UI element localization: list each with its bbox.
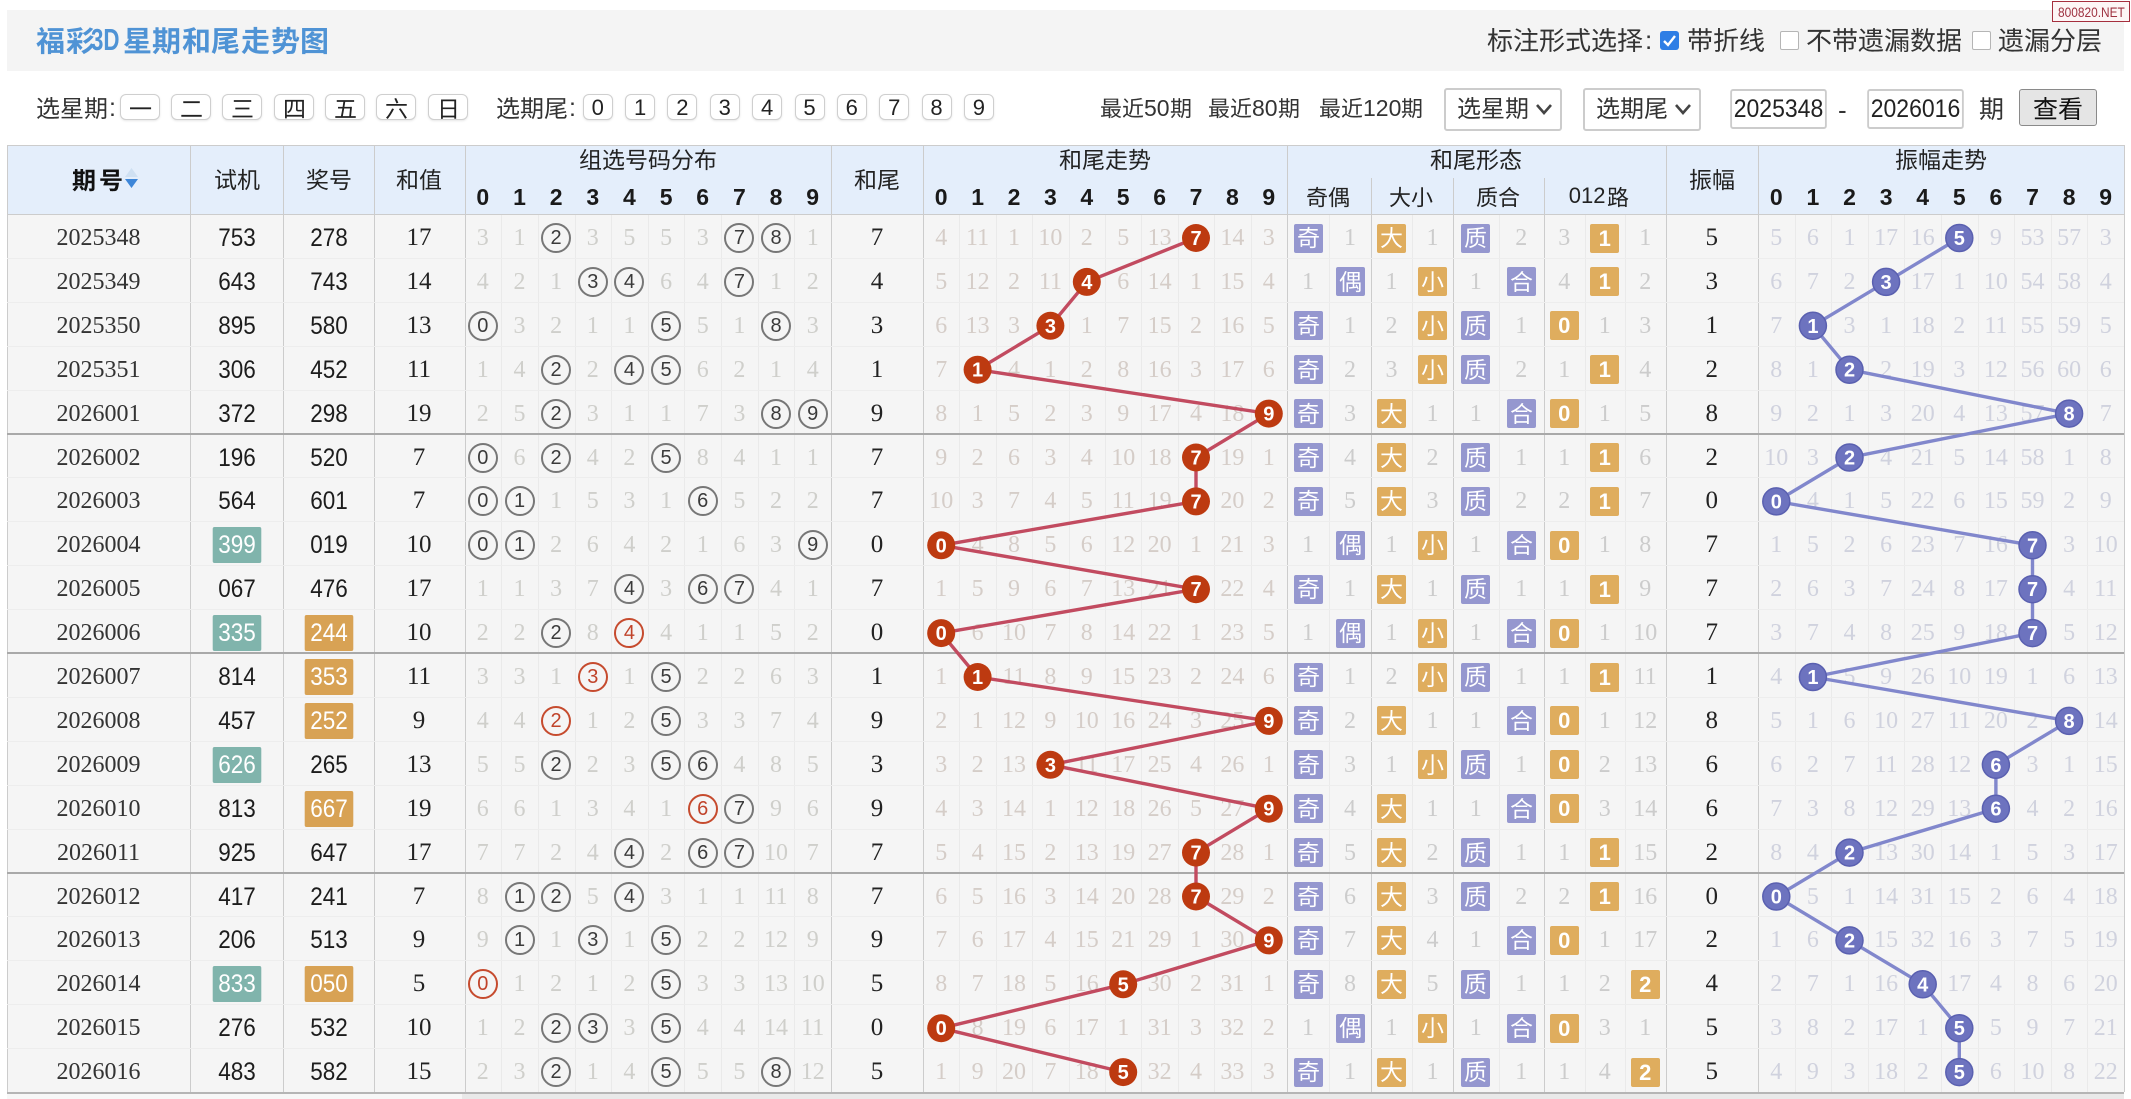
svg-text:6: 6 xyxy=(1990,755,2001,777)
svg-text:2: 2 xyxy=(1844,930,1855,952)
svg-text:7: 7 xyxy=(2027,535,2038,557)
svg-text:9: 9 xyxy=(1263,404,1274,426)
svg-text:3: 3 xyxy=(1045,316,1056,338)
svg-text:4: 4 xyxy=(1081,272,1093,294)
svg-text:5: 5 xyxy=(1954,1018,1965,1040)
svg-text:1: 1 xyxy=(1807,316,1818,338)
svg-text:8: 8 xyxy=(2064,711,2075,733)
svg-text:9: 9 xyxy=(1263,799,1274,821)
svg-text:1: 1 xyxy=(1807,667,1818,689)
svg-text:9: 9 xyxy=(1263,930,1274,952)
svg-text:5: 5 xyxy=(1118,974,1129,996)
svg-text:3: 3 xyxy=(1881,272,1892,294)
svg-text:3: 3 xyxy=(1045,755,1056,777)
svg-text:7: 7 xyxy=(2027,579,2038,601)
svg-text:7: 7 xyxy=(1190,887,1201,909)
svg-text:4: 4 xyxy=(1917,974,1929,996)
svg-text:2: 2 xyxy=(1844,360,1855,382)
svg-text:2: 2 xyxy=(1844,843,1855,865)
svg-text:0: 0 xyxy=(936,1018,947,1040)
svg-text:5: 5 xyxy=(1954,1062,1965,1084)
svg-text:9: 9 xyxy=(1263,711,1274,733)
svg-text:7: 7 xyxy=(1190,491,1201,513)
svg-text:0: 0 xyxy=(1771,887,1782,909)
svg-text:5: 5 xyxy=(1118,1062,1129,1084)
svg-text:7: 7 xyxy=(1190,843,1201,865)
svg-text:0: 0 xyxy=(936,623,947,645)
svg-text:5: 5 xyxy=(1954,228,1965,250)
svg-text:6: 6 xyxy=(1990,799,2001,821)
svg-text:1: 1 xyxy=(972,667,983,689)
svg-text:7: 7 xyxy=(1190,228,1201,250)
svg-text:7: 7 xyxy=(1190,579,1201,601)
svg-text:0: 0 xyxy=(1771,491,1782,513)
svg-text:0: 0 xyxy=(936,535,947,557)
svg-text:7: 7 xyxy=(1190,448,1201,470)
svg-text:7: 7 xyxy=(2027,623,2038,645)
svg-text:1: 1 xyxy=(972,360,983,382)
svg-text:8: 8 xyxy=(2064,404,2075,426)
svg-text:2: 2 xyxy=(1844,448,1855,470)
